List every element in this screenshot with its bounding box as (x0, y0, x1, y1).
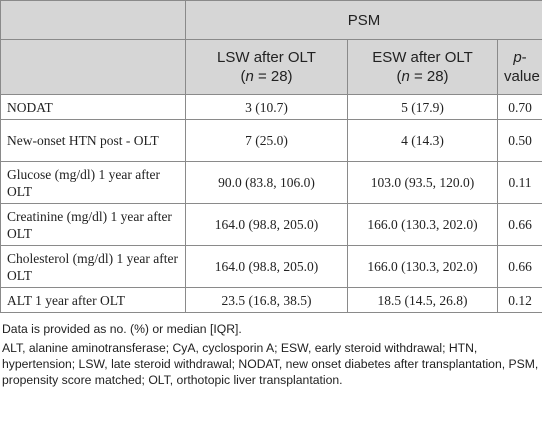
cell: 0.66 (497, 203, 542, 246)
cell: 4 (14.3) (347, 119, 498, 162)
n-open: ( (396, 68, 402, 85)
cell: 103.0 (93.5, 120.0) (347, 161, 498, 204)
cell: 7 (25.0) (185, 119, 348, 162)
footnote: Data is provided as no. (%) or median [I… (2, 322, 242, 336)
column-header: ESW after OLT (n = 28) (347, 39, 498, 95)
cell: 5 (17.9) (347, 94, 498, 120)
cell: 166.0 (130.3, 202.0) (347, 245, 498, 288)
table-row: Cholesterol (mg/dl) 1 year after OLT 164.… (0, 245, 542, 288)
row-label: New-onset HTN post - OLT (0, 119, 186, 162)
cell: 0.12 (497, 287, 542, 313)
p-word: value (504, 68, 540, 85)
cell: 90.0 (83.8, 106.0) (185, 161, 348, 204)
group-header: PSM (185, 0, 542, 40)
table-row: NODAT 3 (10.7) 5 (17.9) 0.70 (0, 94, 542, 120)
cell: 23.5 (16.8, 38.5) (185, 287, 348, 313)
n-symbol: n (401, 68, 410, 85)
column-header: LSW after OLT (n = 28) (185, 39, 348, 95)
n-open: ( (240, 68, 246, 85)
table-row: New-onset HTN post - OLT 7 (25.0) 4 (14.3)… (0, 119, 542, 162)
cell: 0.50 (497, 119, 542, 162)
cell: 18.5 (14.5, 26.8) (347, 287, 498, 313)
n-rest: = 28) (253, 68, 293, 85)
cell: 164.0 (98.8, 205.0) (185, 245, 348, 288)
cell: 0.70 (497, 94, 542, 120)
data-table: PSM LSW after OLT (n = 28) ESW after OLT (n… (0, 0, 542, 313)
table-row: Glucose (mg/dl) 1 year after OLT 90.0 (83… (0, 161, 542, 204)
footnotes: Data is provided as no. (%) or median [I… (0, 321, 542, 388)
cell: 0.11 (497, 161, 542, 204)
cell: 166.0 (130.3, 202.0) (347, 203, 498, 246)
row-label: Glucose (mg/dl) 1 year after OLT (0, 161, 186, 204)
p-symbol: p (513, 49, 522, 66)
footnote: ALT, alanine aminotransferase; CyA, cycl… (2, 341, 539, 387)
header-blank (0, 0, 186, 40)
row-label: Cholesterol (mg/dl) 1 year after OLT (0, 245, 186, 288)
column-title: ESW after OLT (372, 49, 473, 66)
n-symbol: n (245, 68, 254, 85)
cell: 3 (10.7) (185, 94, 348, 120)
cell: 0.66 (497, 245, 542, 288)
header-blank (0, 39, 186, 95)
row-label: NODAT (0, 94, 186, 120)
pvalue-header: p- value (497, 39, 542, 95)
cell: 164.0 (98.8, 205.0) (185, 203, 348, 246)
row-label: Creatinine (mg/dl) 1 year after OLT (0, 203, 186, 246)
table-row: Creatinine (mg/dl) 1 year after OLT 164.0… (0, 203, 542, 246)
p-dash: - (521, 49, 527, 66)
table-row: ALT 1 year after OLT 23.5 (16.8, 38.5) 18.… (0, 287, 542, 313)
row-label: ALT 1 year after OLT (0, 287, 186, 313)
column-title: LSW after OLT (217, 49, 316, 66)
n-rest: = 28) (409, 68, 449, 85)
